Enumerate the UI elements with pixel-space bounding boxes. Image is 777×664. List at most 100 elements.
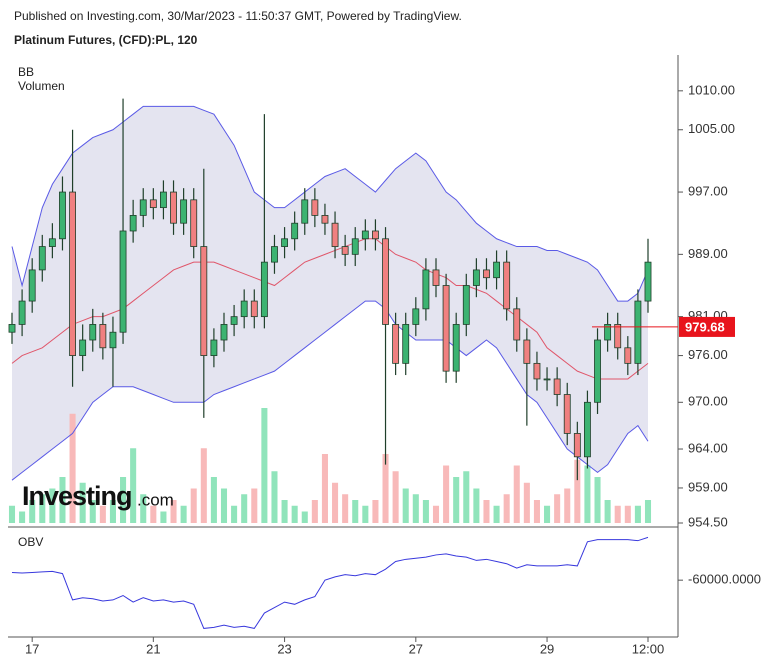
y-tick-label: 970.00	[688, 394, 728, 409]
candle-body	[260, 261, 268, 318]
candle-body	[240, 300, 248, 318]
candle-body	[483, 269, 490, 279]
candle-body	[644, 261, 652, 302]
volume-bar	[321, 454, 328, 523]
candle-body	[281, 238, 288, 247]
x-tick-label: 12:00	[632, 641, 665, 656]
volume-bar	[392, 471, 399, 523]
volume-bar	[372, 500, 379, 523]
candle-body	[149, 199, 157, 209]
volume-bar	[503, 494, 510, 523]
y-tick-label: 954.50	[688, 514, 728, 529]
candle-body	[129, 215, 137, 232]
volume-bar	[59, 477, 66, 523]
candle-body	[119, 230, 127, 333]
volume-bar	[99, 505, 106, 523]
candle-body	[159, 191, 167, 209]
y-tick-label: -60000.0000	[688, 572, 761, 587]
x-tick-label: 27	[409, 641, 423, 656]
candle-body	[472, 269, 480, 286]
x-tick-label: 21	[146, 641, 160, 656]
candle-body	[573, 433, 581, 458]
candle-body	[634, 300, 642, 364]
volume-bar	[382, 454, 389, 523]
candle-body	[210, 339, 218, 356]
volume-bar	[422, 500, 429, 523]
volume-bar	[29, 500, 36, 523]
volume-bar	[109, 500, 116, 523]
last-price-label: 979.68	[685, 319, 725, 334]
symbol: Platinum Futures, (CFD):PL, 120	[14, 33, 198, 47]
candle-body	[220, 324, 228, 341]
candle-body	[250, 300, 258, 318]
volume-bar	[554, 494, 561, 523]
candle-body	[109, 331, 117, 349]
candle-body	[422, 269, 430, 310]
band-lower	[11, 300, 649, 481]
plot	[8, 98, 652, 629]
candle-body	[38, 246, 46, 271]
y-tick-label: 989.00	[688, 246, 728, 261]
indicator-label: Volumen	[18, 79, 65, 93]
band-upper	[11, 105, 649, 302]
candle-body	[584, 401, 591, 458]
volume-bar	[79, 482, 86, 523]
volume-bar	[342, 494, 349, 523]
volume-bar	[483, 500, 490, 523]
candle-body	[503, 261, 511, 310]
volume-bar	[533, 500, 540, 523]
candle-body	[402, 324, 410, 364]
candle-body	[614, 324, 622, 349]
obv-line	[11, 536, 649, 629]
candle-body	[139, 199, 147, 216]
indicator-label: OBV	[18, 535, 43, 549]
volume-bar	[624, 505, 631, 523]
volume-bar	[644, 500, 652, 523]
volume-bar	[544, 505, 551, 523]
band-middle	[11, 238, 649, 380]
volume-bar	[362, 505, 369, 523]
volume-bar	[220, 488, 228, 523]
volume-bar	[190, 488, 197, 523]
y-tick-label: 959.00	[688, 479, 728, 494]
x-tick-label: 17	[25, 641, 39, 656]
candle-body	[291, 222, 299, 240]
candle-body	[59, 191, 66, 240]
volume-bar	[453, 477, 460, 523]
candle-body	[180, 199, 188, 224]
volume-bar	[523, 482, 530, 523]
volume-bar	[564, 488, 571, 523]
candle-body	[452, 324, 460, 372]
candle-body	[432, 269, 440, 286]
indicator-label: BB	[18, 65, 34, 79]
candle-body	[392, 324, 400, 364]
volume-bar	[251, 488, 258, 523]
volume-bar	[513, 465, 520, 523]
candle-body	[341, 246, 349, 255]
volume-bar	[614, 505, 621, 523]
candle-body	[48, 238, 56, 247]
y-tick-label: 976.00	[688, 347, 728, 362]
volume-bar	[332, 482, 339, 523]
candle-body	[351, 238, 359, 255]
volume-bar	[140, 494, 147, 523]
volume-bar	[301, 511, 308, 523]
volume-bar	[291, 505, 298, 523]
candle-body	[69, 191, 76, 356]
volume-bar	[241, 494, 248, 523]
candle-body	[18, 300, 26, 325]
x-tick-label: 23	[277, 641, 291, 656]
candle-body	[523, 339, 531, 364]
candle-body	[442, 285, 450, 372]
candle-body	[533, 362, 541, 380]
candle-body	[493, 261, 500, 279]
volume-bar	[594, 477, 601, 523]
candle-body	[200, 246, 208, 356]
volume-bar	[271, 471, 278, 523]
volume-bar	[180, 505, 187, 523]
volume-bar	[402, 488, 409, 523]
y-tick-label: 1005.00	[688, 121, 735, 136]
volume-bar	[574, 459, 581, 523]
volume-bar	[39, 494, 46, 523]
